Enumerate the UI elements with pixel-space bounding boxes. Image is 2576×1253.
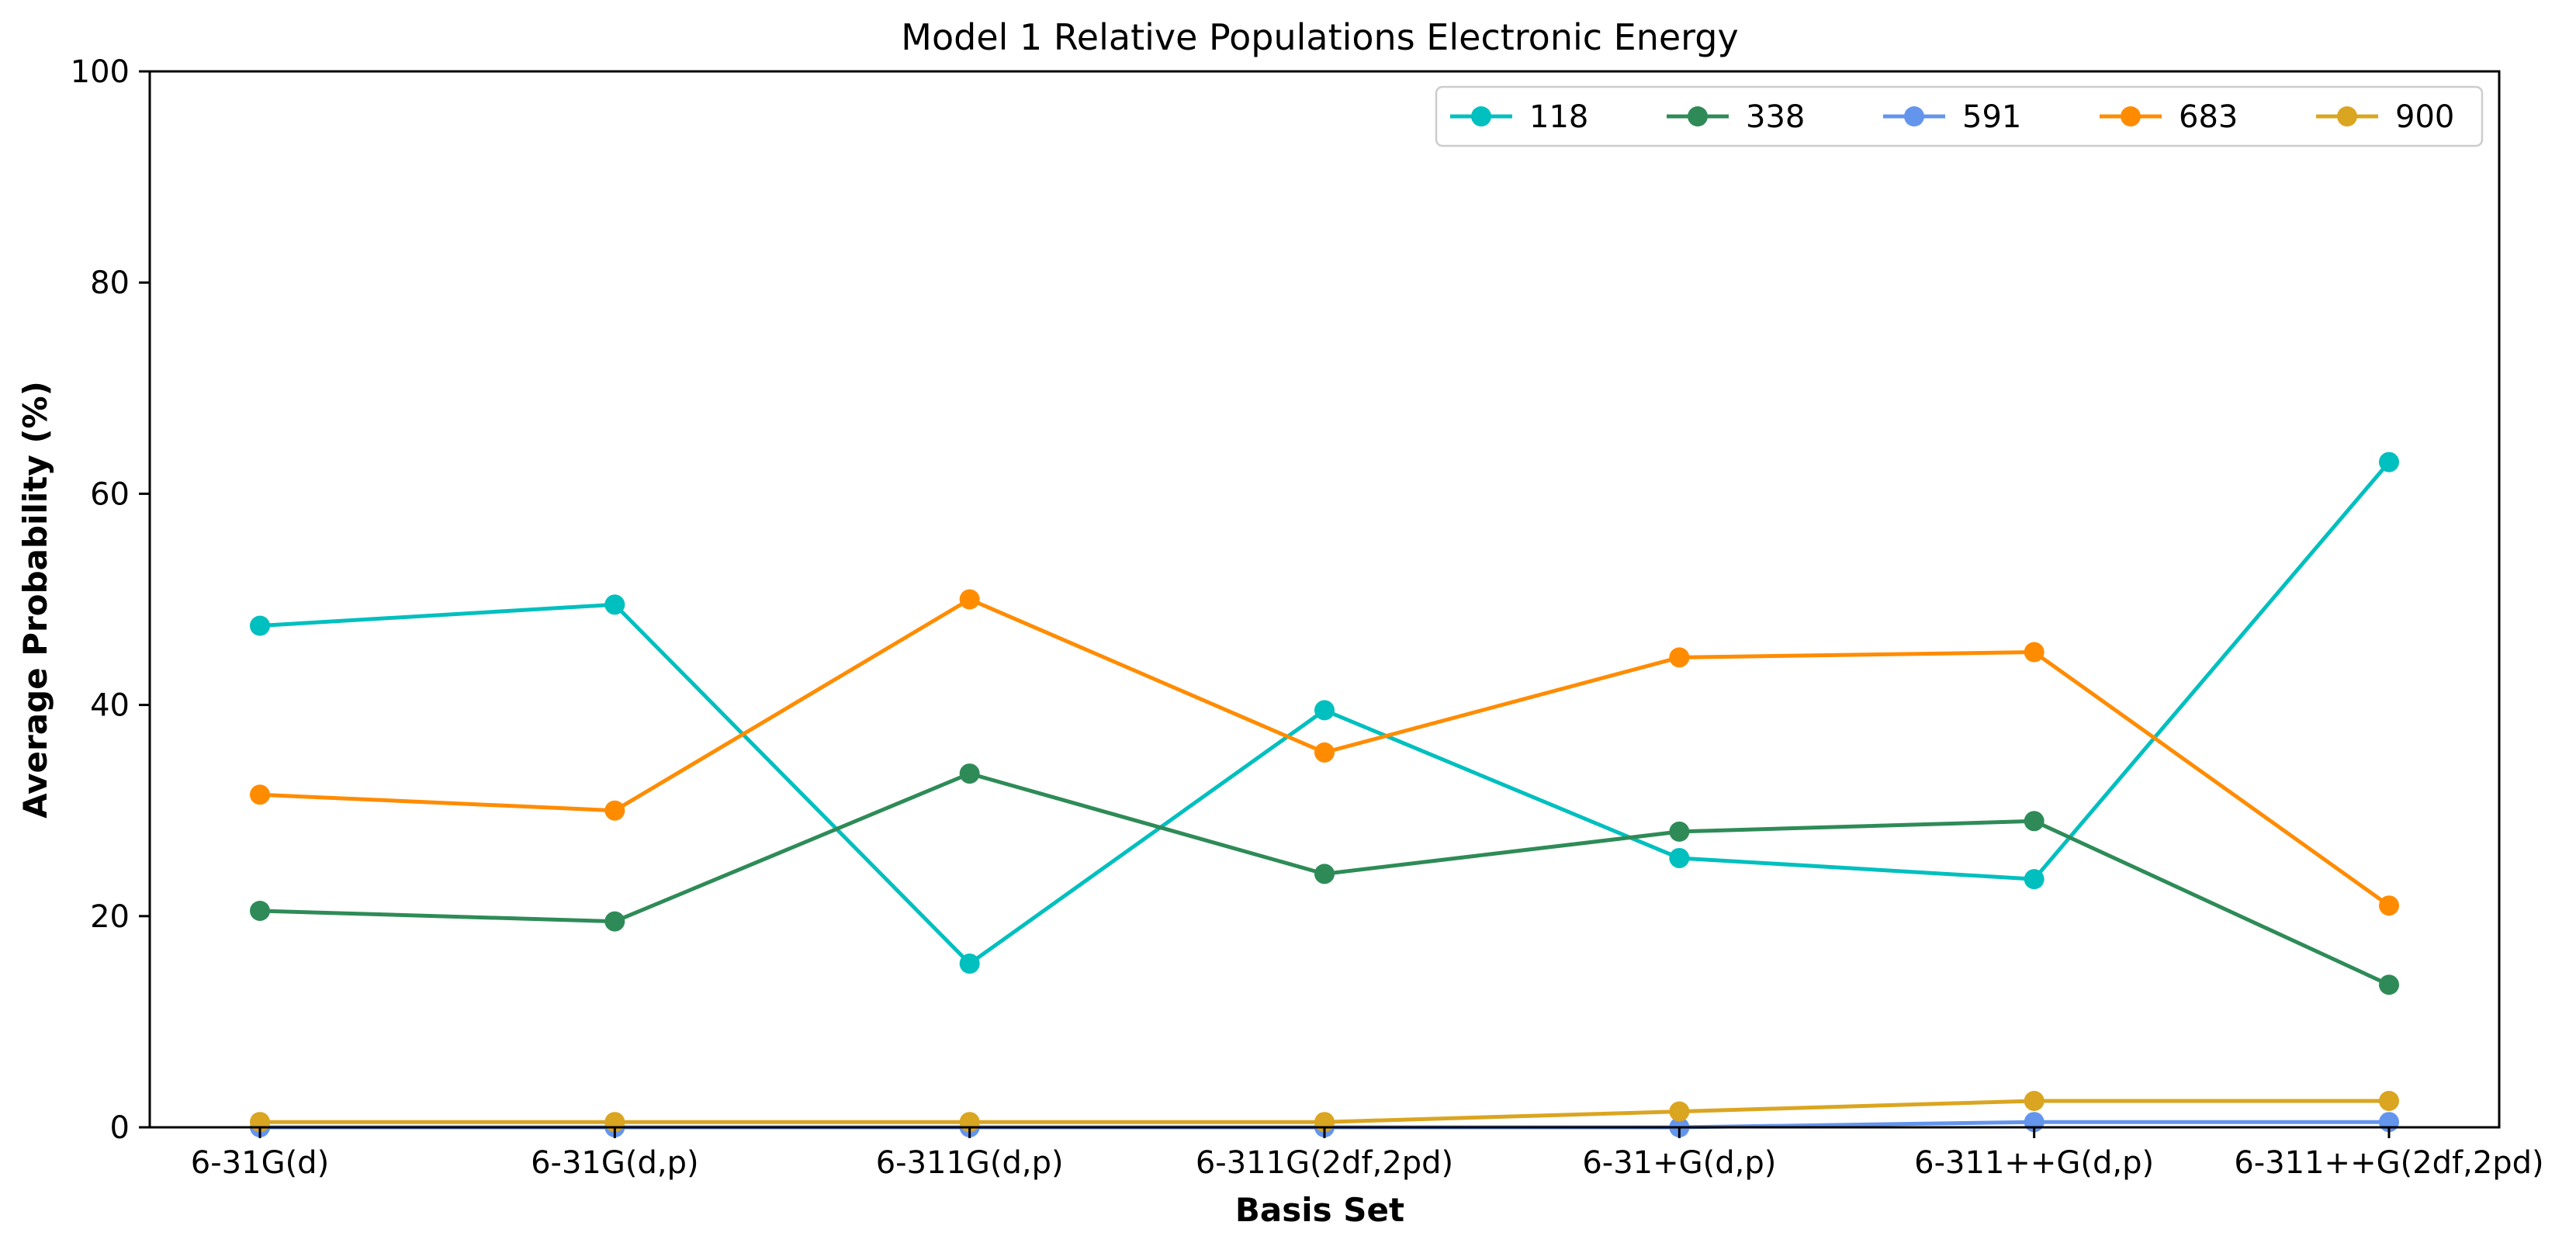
x-axis-label: Basis Set: [1235, 1191, 1404, 1229]
data-point: [2379, 974, 2399, 995]
data-point: [250, 615, 270, 636]
y-axis-label: Average Probability (%): [16, 381, 54, 819]
data-point: [604, 800, 625, 821]
data-point: [1314, 864, 1335, 884]
series-layer: [250, 452, 2399, 1137]
legend-label: 683: [2179, 99, 2238, 135]
y-tick-label: 60: [90, 476, 130, 512]
legend-marker: [2121, 106, 2141, 126]
x-tick-label: 6-31+G(d,p): [1582, 1145, 1776, 1181]
data-point: [250, 900, 270, 921]
data-point: [1669, 647, 1690, 668]
series-683: [250, 589, 2399, 916]
legend-marker: [1904, 106, 1924, 126]
data-point: [2379, 452, 2399, 472]
legend-label: 338: [1746, 99, 1805, 135]
series-118: [250, 452, 2399, 974]
data-point: [2024, 1090, 2045, 1111]
legend-item-591: 591: [1883, 99, 2021, 135]
data-point: [1669, 1101, 1690, 1122]
data-point: [604, 594, 625, 615]
y-tick-label: 100: [71, 54, 130, 90]
legend-item-338: 338: [1667, 99, 1805, 135]
data-point: [1314, 742, 1335, 763]
y-tick-label: 80: [90, 265, 130, 301]
y-tick-label: 20: [90, 899, 130, 935]
x-tick-label: 6-311G(d,p): [876, 1145, 1064, 1181]
chart-title: Model 1 Relative Populations Electronic …: [901, 16, 1738, 58]
axes-layer: 0 20 40 60 80 100 6-31G(d) 6-31G(d,p) 6-311G(d,p…: [71, 54, 2544, 1181]
data-point: [2024, 811, 2045, 832]
legend-box: [1435, 85, 2484, 147]
data-point: [2024, 642, 2045, 663]
legend-marker: [1471, 106, 1491, 126]
data-point: [604, 911, 625, 932]
data-point: [2379, 1090, 2399, 1111]
y-tick-label: 40: [90, 688, 130, 724]
legend-label: 591: [1962, 99, 2021, 135]
legend-item-900: 900: [2316, 99, 2454, 135]
data-point: [2024, 869, 2045, 890]
legend-label: 118: [1529, 99, 1588, 135]
data-point: [959, 763, 980, 784]
series-338: [250, 763, 2399, 995]
y-tick-label: 0: [110, 1110, 130, 1146]
x-tick-label: 6-31G(d,p): [531, 1145, 698, 1181]
legend-item-118: 118: [1450, 99, 1588, 135]
legend-label: 900: [2395, 99, 2454, 135]
data-point: [1669, 847, 1690, 868]
legend: 118 338 591 683 900: [1435, 85, 2484, 147]
x-tick-label: 6-311++G(2df,2pd): [2234, 1145, 2543, 1181]
legend-marker: [2337, 106, 2357, 126]
data-point: [959, 589, 980, 610]
x-tick-label: 6-311G(2df,2pd): [1196, 1145, 1453, 1181]
data-point: [250, 784, 270, 805]
legend-marker: [1688, 106, 1708, 126]
data-point: [1669, 821, 1690, 842]
data-point: [959, 954, 980, 974]
x-tick-label: 6-311++G(d,p): [1914, 1145, 2154, 1181]
data-point: [1314, 700, 1335, 721]
x-tick-label: 6-31G(d): [191, 1145, 329, 1181]
data-point: [2379, 895, 2399, 916]
legend-item-683: 683: [2100, 99, 2238, 135]
